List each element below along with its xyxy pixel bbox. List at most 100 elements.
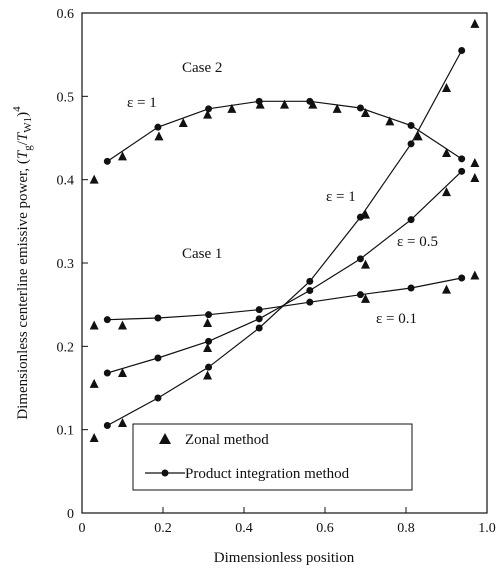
y-label-part: T: [15, 131, 31, 141]
point: [103, 157, 111, 165]
point: [103, 316, 111, 324]
triangle-point: [361, 209, 370, 219]
triangle-point: [470, 270, 480, 280]
triangle-point: [442, 284, 451, 294]
triangle-point: [118, 418, 127, 427]
y-tick-label: 0.6: [57, 7, 75, 22]
point: [205, 311, 213, 319]
triangle-point: [308, 99, 318, 109]
line: [107, 277, 462, 321]
annotation: Case 1: [182, 246, 222, 262]
point: [356, 104, 364, 112]
y-label-part: T: [15, 149, 31, 159]
y-label-part: /: [15, 140, 31, 145]
triangle-point: [203, 343, 213, 352]
legend-label: Product integration method: [185, 466, 350, 482]
triangle-point: [89, 433, 99, 442]
triangle-point: [280, 99, 289, 109]
point: [458, 167, 466, 175]
point: [205, 337, 213, 345]
triangle-point: [227, 103, 237, 113]
triangle-point: [413, 131, 423, 141]
triangle-point: [470, 173, 480, 182]
triangle-point: [178, 118, 188, 127]
y-label-part: g: [22, 145, 34, 151]
point: [103, 422, 111, 429]
triangle-point: [470, 158, 480, 167]
point: [255, 315, 263, 323]
annotation: ε = 1: [326, 189, 356, 205]
point: [154, 354, 162, 362]
triangle-point: [154, 131, 164, 141]
point: [255, 306, 263, 314]
point: [356, 213, 364, 221]
point: [407, 140, 415, 148]
y-label-part: ): [15, 112, 31, 117]
y-tick-label: 0.1: [57, 424, 75, 439]
point: [205, 363, 213, 371]
triangle-point: [89, 174, 99, 184]
x-tick-label: 1.0: [478, 521, 496, 536]
legend-box: [132, 423, 413, 491]
point: [154, 314, 162, 322]
point: [306, 287, 314, 294]
y-tick-label: 0.4: [57, 174, 75, 189]
triangle-point: [442, 187, 451, 197]
annotation: ε = 0.5: [397, 234, 438, 250]
y-label-part: W1: [22, 117, 34, 133]
triangle-point: [118, 368, 127, 377]
point: [154, 394, 162, 402]
legend-marker: [159, 433, 171, 444]
point: [458, 47, 466, 54]
point: [205, 105, 213, 113]
triangle-point: [361, 259, 370, 269]
y-tick-label: 0.2: [57, 340, 75, 355]
triangle-point: [385, 116, 395, 126]
triangle-point: [361, 293, 370, 303]
triangle-point: [332, 103, 342, 113]
x-axis-label: Dimensionless position: [214, 550, 355, 566]
point: [407, 216, 415, 224]
y-tick-label: 0.3: [57, 257, 75, 272]
x-tick-label: 0.4: [235, 521, 253, 536]
x-tick-label: 0.8: [397, 521, 415, 536]
annotation: ε = 1: [127, 95, 157, 111]
triangle-point: [203, 109, 213, 119]
point: [458, 155, 466, 163]
triangle-point: [470, 18, 480, 28]
point: [407, 284, 415, 292]
point: [458, 274, 466, 282]
point: [103, 369, 111, 377]
legend-marker: [161, 469, 169, 477]
y-axis-label: Dimensionless centerline emissive power,…: [11, 106, 34, 420]
triangle-point: [442, 83, 451, 92]
point: [154, 123, 162, 131]
legend-label: Zonal method: [185, 432, 269, 448]
triangle-point: [442, 148, 451, 157]
triangle-point: [118, 151, 127, 161]
y-tick-label: 0.5: [57, 90, 75, 105]
line: [106, 100, 463, 162]
triangle-point: [118, 320, 127, 330]
point: [255, 324, 263, 332]
triangle-point: [89, 320, 99, 330]
annotation: ε = 0.1: [376, 311, 417, 327]
point: [306, 298, 314, 306]
y-label-part: Dimensionless centerline emissive power,…: [15, 159, 31, 420]
triangle-point: [203, 370, 213, 380]
triangle-point: [203, 318, 213, 327]
x-tick-label: 0.6: [316, 521, 334, 536]
y-tick-label: 0: [67, 507, 74, 522]
triangle-point: [361, 108, 370, 117]
line: [107, 170, 463, 374]
x-tick-label: 0.2: [154, 521, 172, 536]
point: [356, 291, 364, 299]
y-label-part: 4: [11, 106, 23, 112]
point: [407, 122, 415, 129]
triangle-point: [89, 378, 99, 388]
annotation: Case 2: [182, 60, 222, 76]
point: [306, 277, 314, 285]
x-tick-label: 0: [79, 521, 86, 536]
